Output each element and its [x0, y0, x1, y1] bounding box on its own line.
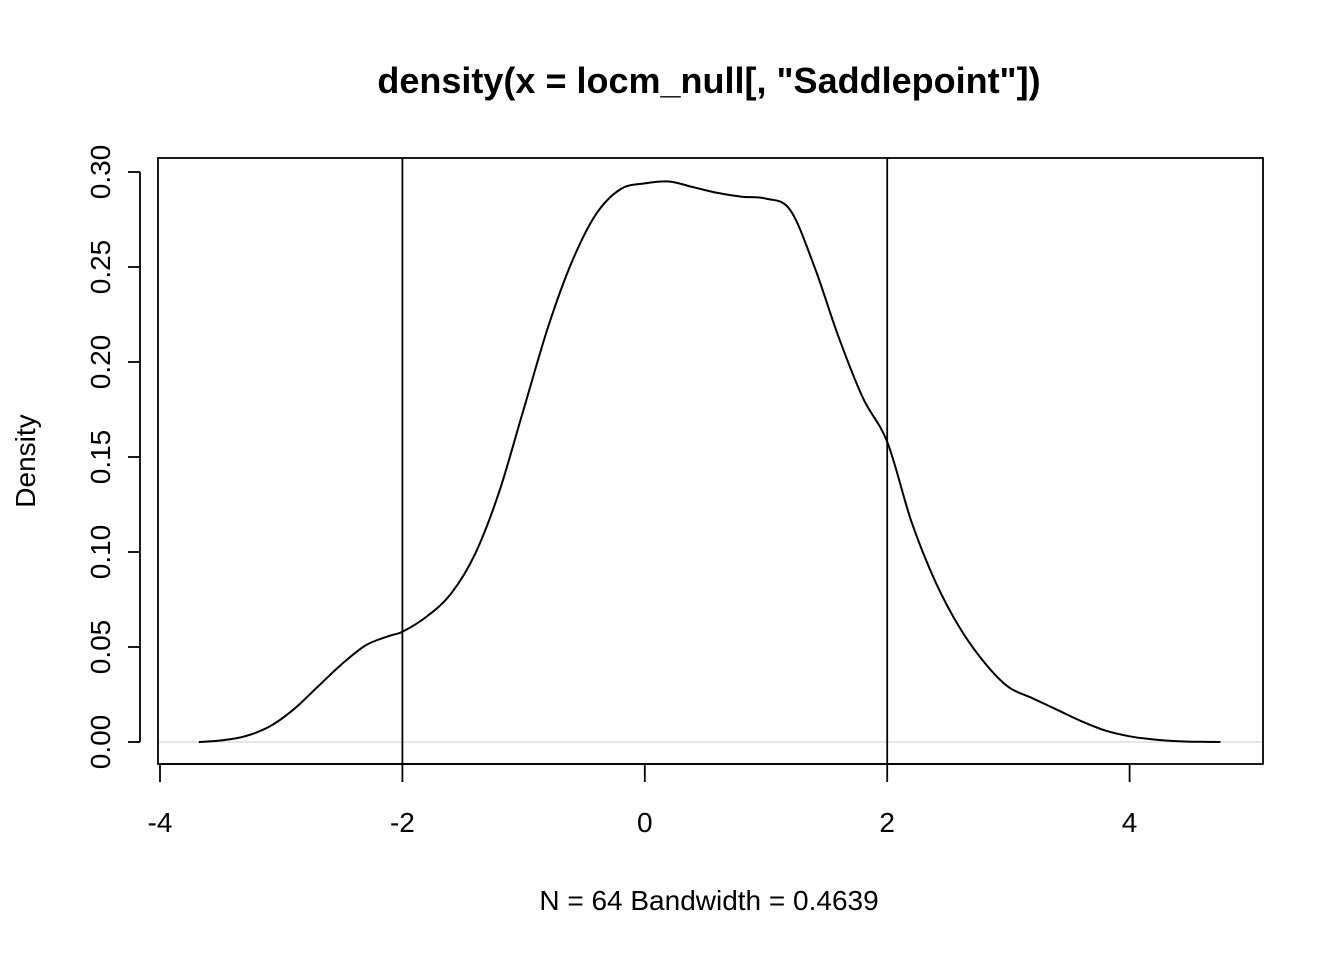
x-tick-label: -4 — [148, 807, 173, 838]
x-tick-label: 4 — [1122, 807, 1138, 838]
x-tick-label: -2 — [390, 807, 415, 838]
x-tick-label: 2 — [879, 807, 895, 838]
x-axis-label: N = 64 Bandwidth = 0.4639 — [539, 885, 878, 916]
y-axis: 0.00 0.05 0.10 0.15 0.20 0.25 0.30 — [85, 145, 141, 770]
plot-box — [157, 157, 1264, 765]
y-tick-label: 0.05 — [85, 620, 116, 675]
chart-title: density(x = locm_null[, "Saddlepoint"]) — [377, 60, 1040, 101]
y-tick-label: 0.20 — [85, 335, 116, 390]
x-axis: -4 -2 0 2 4 — [148, 763, 1138, 838]
reference-lines — [401, 158, 889, 764]
x-tick-label: 0 — [637, 807, 653, 838]
y-tick-label: 0.25 — [85, 240, 116, 295]
y-tick-label: 0.10 — [85, 525, 116, 580]
y-tick-label: 0.15 — [85, 430, 116, 485]
y-tick-label: 0.00 — [85, 715, 116, 770]
y-axis-label: Density — [10, 414, 41, 507]
density-curve — [198, 180, 1221, 743]
y-tick-label: 0.30 — [85, 145, 116, 200]
